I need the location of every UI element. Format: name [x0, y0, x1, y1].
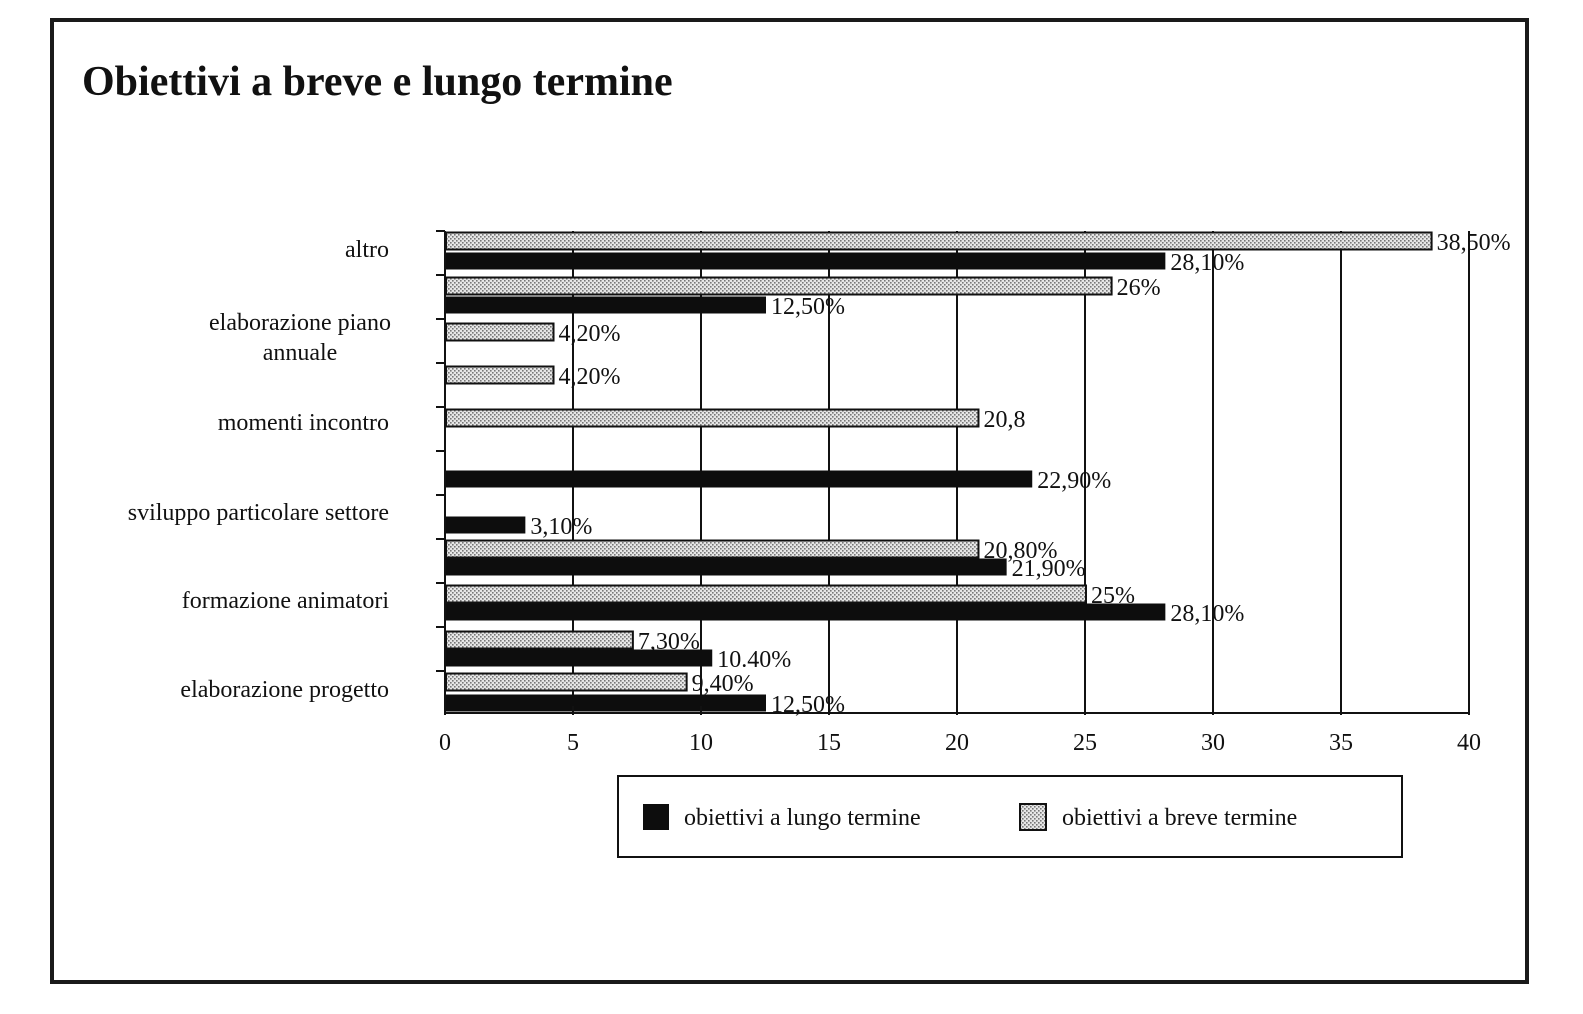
- bar-short-term: [445, 539, 980, 559]
- bar-data-label: 12,50%: [771, 294, 845, 320]
- category-label: annuale: [263, 340, 338, 366]
- bar-long-term: [446, 558, 1007, 576]
- x-tick-label: 15: [817, 730, 841, 756]
- x-tick-label: 20: [945, 730, 969, 756]
- category-labels: altro elaborazione piano annuale momenti in…: [128, 237, 391, 703]
- x-tick-labels: 0 5 10 15 20 25 30 35 40: [439, 730, 1481, 756]
- bar-data-label: 21,90%: [1012, 556, 1086, 582]
- x-tick-label: 5: [567, 730, 579, 756]
- bar-data-label: 20,8: [983, 407, 1025, 433]
- category-label: sviluppo particolare settore: [128, 500, 389, 526]
- bar-data-label: 9,40%: [692, 671, 754, 697]
- legend-label-long-term: obiettivi a lungo termine: [684, 805, 921, 831]
- category-label: elaborazione piano: [209, 310, 391, 336]
- x-tick-label: 0: [439, 730, 451, 756]
- category-label: altro: [345, 237, 389, 263]
- bar-long-term: [446, 470, 1033, 488]
- bars: 38,50% 28,10% 26% 12,50% 4,20% 4,20% 20,8 22,90…: [445, 230, 1511, 718]
- chart-frame: [50, 18, 1529, 984]
- bar-short-term: [445, 276, 1113, 296]
- chart-title: Obiettivi a breve e lungo termine: [82, 59, 673, 105]
- bar-short-term: [445, 365, 555, 385]
- bar-data-label: 10.40%: [717, 647, 791, 673]
- bar-long-term: [446, 603, 1166, 621]
- bar-long-term: [446, 694, 766, 712]
- bar-short-term: [445, 584, 1087, 604]
- x-tick-label: 30: [1201, 730, 1225, 756]
- bar-long-term: [446, 296, 766, 314]
- bar-data-label: 4,20%: [559, 321, 621, 347]
- legend-label-short-term: obiettivi a breve termine: [1062, 805, 1297, 831]
- category-label: formazione animatori: [182, 588, 390, 614]
- legend-box: [617, 775, 1403, 858]
- bar-data-label: 26%: [1117, 275, 1161, 301]
- bar-short-term: [445, 231, 1433, 251]
- axes: [436, 230, 1470, 715]
- bar-short-term: [445, 408, 980, 428]
- legend: obiettivi a lungo termine obiettivi a br…: [617, 775, 1403, 858]
- bar-data-label: 4,20%: [559, 364, 621, 390]
- bar-long-term: [446, 516, 526, 534]
- x-tick-label: 25: [1073, 730, 1097, 756]
- category-label: momenti incontro: [218, 410, 389, 436]
- x-tick-label: 10: [689, 730, 713, 756]
- bar-data-label: 38,50%: [1437, 230, 1511, 256]
- bar-data-label: 28,10%: [1170, 250, 1244, 276]
- bar-short-term: [445, 630, 634, 650]
- x-tick-label: 40: [1457, 730, 1481, 756]
- x-tick-label: 35: [1329, 730, 1353, 756]
- bar-data-label: 12,50%: [771, 692, 845, 718]
- category-label: elaborazione progetto: [180, 677, 389, 703]
- legend-swatch-long-term: [643, 804, 669, 830]
- legend-swatch-short-term: [1019, 803, 1047, 831]
- bar-long-term: [446, 252, 1166, 270]
- bar-data-label: 22,90%: [1037, 468, 1111, 494]
- bar-data-label: 3,10%: [530, 514, 592, 540]
- bar-short-term: [445, 672, 688, 692]
- bar-long-term: [446, 649, 713, 667]
- bar-short-term: [445, 322, 555, 342]
- bar-data-label: 28,10%: [1170, 601, 1244, 627]
